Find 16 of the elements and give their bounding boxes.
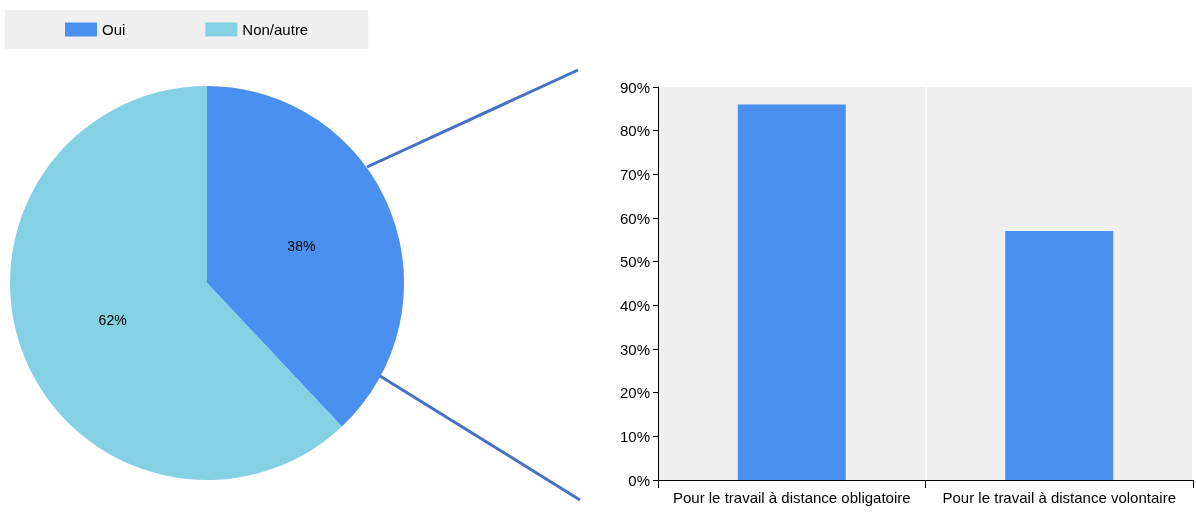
legend-label: Oui xyxy=(102,21,126,38)
y-tick-label: 50% xyxy=(619,253,650,271)
y-tick-label: 0% xyxy=(628,471,650,489)
y-tick-label: 90% xyxy=(619,78,650,96)
data-label: 38% xyxy=(287,237,316,254)
y-tick-label: 30% xyxy=(619,340,650,358)
legend-label: Non/autre xyxy=(242,21,309,38)
y-tick-label: 40% xyxy=(619,296,650,314)
data-label: 62% xyxy=(98,312,127,329)
x-tick-label: Pour le travail à distance volontaire xyxy=(942,488,1176,506)
y-tick-label: 70% xyxy=(619,165,650,183)
y-tick-label: 20% xyxy=(619,384,650,402)
y-tick-label: 10% xyxy=(619,427,650,445)
y-tick-label: 80% xyxy=(619,122,650,140)
y-tick-label: 60% xyxy=(619,209,650,227)
x-tick-label: Pour le travail à distance obligatoire xyxy=(672,488,911,506)
